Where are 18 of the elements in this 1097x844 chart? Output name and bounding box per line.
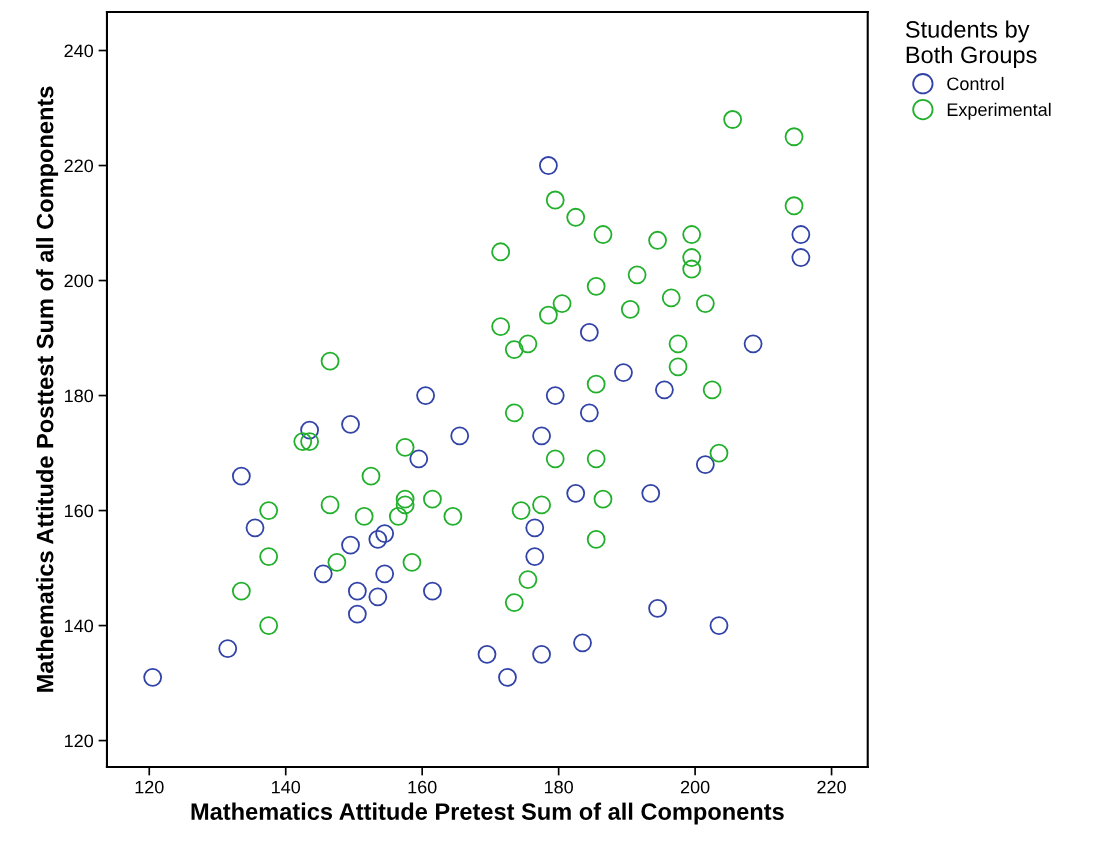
x-axis-title: Mathematics Attitude Pretest Sum of all Components [191, 802, 784, 825]
legend-label: Control [947, 76, 1004, 91]
x-tick-label: 120 [135, 780, 164, 794]
y-tick-label: 200 [64, 274, 94, 288]
y-tick-label: 140 [65, 619, 94, 633]
y-axis-title: Mathematics Attitude Posttest Sum of all Components [36, 86, 59, 692]
x-tick-label: 160 [408, 780, 437, 794]
x-tick-label: 200 [680, 780, 710, 794]
y-tick-label: 240 [64, 44, 94, 58]
y-tick-label: 180 [65, 389, 94, 403]
legend-label: Experimental [947, 102, 1051, 120]
y-tick-label: 220 [64, 159, 94, 173]
x-tick-label: 180 [544, 780, 573, 794]
y-tick-label: 120 [65, 734, 94, 748]
legend-title: Students by Both Groups [905, 20, 1037, 68]
y-tick-label: 160 [65, 504, 94, 518]
x-tick-label: 140 [272, 780, 301, 794]
x-tick-label: 220 [817, 780, 846, 794]
